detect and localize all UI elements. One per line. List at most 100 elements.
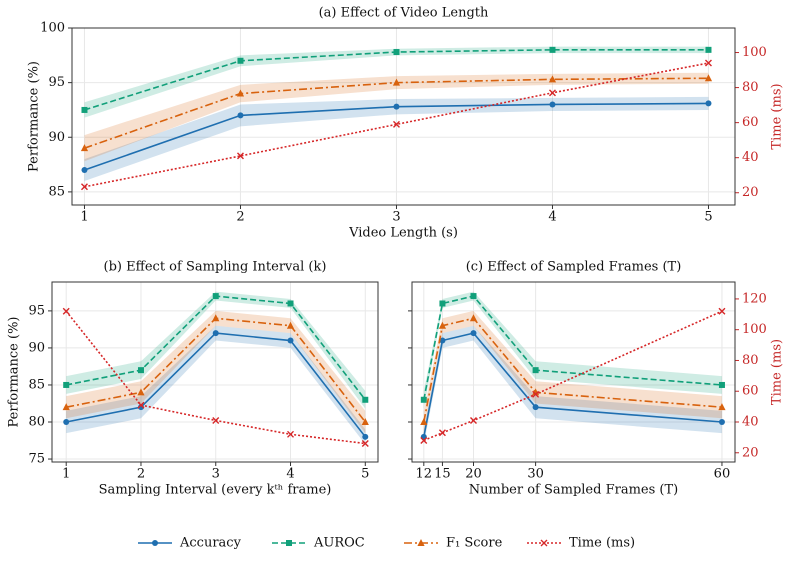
x-tick-label: 20 xyxy=(465,467,482,482)
chart-title: (b) Effect of Sampling Interval (k) xyxy=(104,260,327,275)
marker xyxy=(532,367,539,374)
legend-label: Accuracy xyxy=(179,536,242,551)
marker xyxy=(212,330,219,337)
marker xyxy=(548,75,557,83)
y2-tick-label: 60 xyxy=(742,384,759,399)
marker xyxy=(62,307,70,315)
marker xyxy=(718,307,726,315)
marker xyxy=(718,381,725,388)
y2-tick-label: 120 xyxy=(742,291,767,306)
chart-title: (c) Effect of Sampled Frames (T) xyxy=(466,260,682,275)
y-tick-label: 95 xyxy=(48,75,65,90)
marker xyxy=(287,430,295,438)
plot-frame xyxy=(71,27,736,206)
marker xyxy=(439,337,446,344)
x-axis-label: Number of Sampled Frames (T) xyxy=(469,483,678,498)
x-tick-label: 30 xyxy=(527,467,544,482)
marker xyxy=(532,388,540,396)
marker xyxy=(362,433,369,440)
y2-tick-label: 20 xyxy=(742,445,759,460)
marker xyxy=(393,49,400,56)
marker xyxy=(361,418,369,425)
error-band xyxy=(84,46,709,118)
y2-tick-label: 80 xyxy=(742,80,759,95)
x-tick-label: 2 xyxy=(236,210,244,225)
marker xyxy=(236,152,244,160)
marker xyxy=(532,404,539,411)
marker xyxy=(63,381,70,388)
marker xyxy=(287,337,294,344)
error-band xyxy=(66,310,366,434)
chart-title: (a) Effect of Video Length xyxy=(319,6,489,21)
y2-tick-label: 60 xyxy=(742,115,759,130)
marker xyxy=(420,418,428,425)
plot-frame xyxy=(411,281,736,463)
y2-tick-label: 20 xyxy=(742,185,759,200)
x-tick-label: 12 xyxy=(416,467,433,482)
marker xyxy=(439,300,446,307)
legend-label: AUROC xyxy=(313,536,365,551)
y-tick-label: 90 xyxy=(48,130,65,145)
marker xyxy=(80,144,89,152)
x-axis-label: Video Length (s) xyxy=(348,226,458,241)
marker xyxy=(212,416,220,424)
y2-axis-label: Time (ms) xyxy=(770,339,785,405)
y-tick-label: 90 xyxy=(28,340,45,355)
x-tick-label: 5 xyxy=(704,210,712,225)
x-tick-label: 4 xyxy=(548,210,556,225)
marker xyxy=(81,167,88,174)
marker xyxy=(287,300,294,307)
marker xyxy=(392,120,400,128)
marker xyxy=(81,106,88,113)
marker xyxy=(549,101,556,108)
marker xyxy=(80,183,88,191)
y-tick-label: 95 xyxy=(28,303,45,318)
x-tick-label: 5 xyxy=(361,467,369,482)
marker xyxy=(152,540,158,546)
marker xyxy=(548,89,556,97)
marker xyxy=(62,403,70,411)
y-axis-label: Performance (%) xyxy=(7,317,22,428)
marker xyxy=(420,436,428,444)
marker xyxy=(212,293,219,300)
y-tick-label: 100 xyxy=(40,21,65,36)
marker xyxy=(212,314,220,322)
plot-frame xyxy=(51,281,379,463)
marker xyxy=(362,396,369,403)
marker xyxy=(137,401,145,409)
marker xyxy=(470,293,477,300)
marker xyxy=(718,419,725,425)
marker xyxy=(392,78,401,86)
marker xyxy=(469,416,477,424)
y-axis-label: Performance (%) xyxy=(27,61,42,172)
x-tick-label: 4 xyxy=(286,467,294,482)
marker xyxy=(237,57,244,64)
marker xyxy=(286,321,295,329)
y2-tick-label: 100 xyxy=(742,45,767,60)
marker xyxy=(237,112,244,119)
y-tick-label: 85 xyxy=(48,184,65,199)
marker xyxy=(438,321,447,329)
marker xyxy=(470,330,477,337)
marker xyxy=(704,59,712,67)
y2-tick-label: 100 xyxy=(742,322,767,337)
legend-label: Time (ms) xyxy=(569,536,635,551)
marker xyxy=(469,314,478,322)
x-tick-label: 1 xyxy=(80,210,88,225)
marker xyxy=(532,390,540,398)
marker xyxy=(438,429,446,437)
error-band xyxy=(423,310,722,434)
x-tick-label: 1 xyxy=(62,467,70,482)
marker xyxy=(704,74,713,82)
marker xyxy=(420,396,427,403)
error-band xyxy=(423,325,722,445)
y-tick-label: 85 xyxy=(28,377,45,392)
y2-tick-label: 80 xyxy=(742,353,759,368)
marker xyxy=(549,46,556,53)
marker xyxy=(393,103,400,110)
marker xyxy=(705,46,712,53)
marker xyxy=(705,100,712,107)
marker xyxy=(236,89,245,97)
legend-label: F₁ Score xyxy=(446,536,503,551)
